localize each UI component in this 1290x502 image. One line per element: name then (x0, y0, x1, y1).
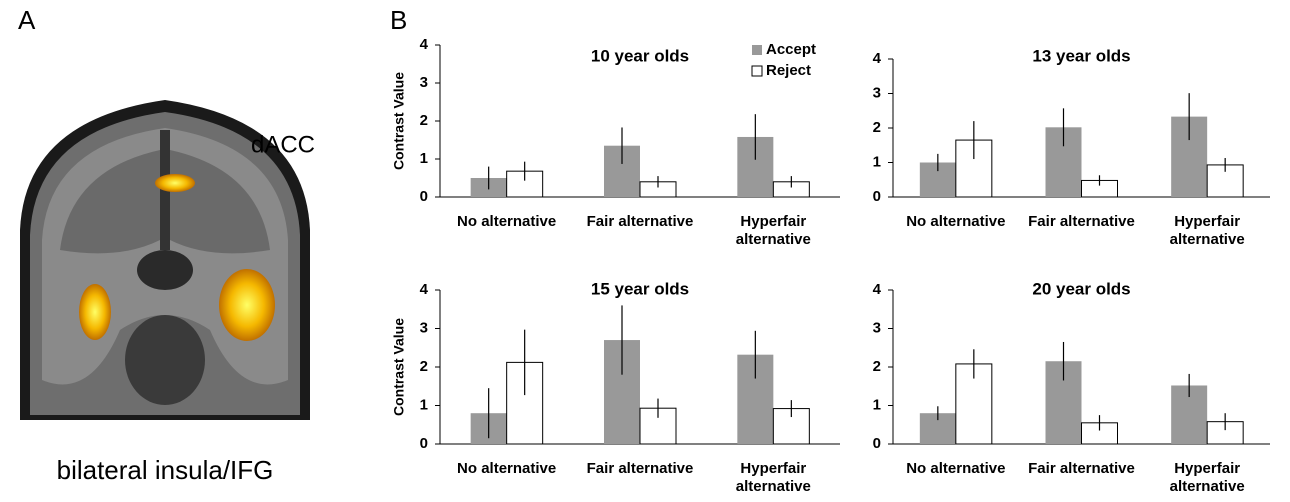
brain-label: dACC (251, 131, 315, 158)
brain-caption: bilateral insula/IFG (57, 455, 274, 485)
x-tick-label: No alternative (906, 213, 1006, 230)
y-axis-label: Contrast Value (391, 318, 407, 416)
x-tick-label: Hyperfair alternative (735, 213, 811, 248)
y-tick-label: 3 (873, 319, 881, 336)
chart-title: 15 year olds (591, 279, 689, 298)
x-tick-label: Fair alternative (586, 213, 694, 230)
y-tick-label: 1 (420, 150, 428, 167)
y-axis-label: Contrast Value (391, 72, 407, 170)
y-tick-label: 2 (873, 119, 881, 136)
y-tick-label: 3 (420, 319, 428, 336)
x-tick-label: No alternative (457, 213, 557, 230)
x-tick-label: Fair alternative (1028, 460, 1135, 477)
x-tick-label: Fair alternative (1028, 213, 1135, 230)
y-tick-label: 0 (420, 435, 428, 452)
y-tick-label: 2 (420, 358, 428, 375)
y-tick-label: 1 (873, 153, 881, 170)
x-tick-label: No alternative (906, 460, 1006, 477)
y-tick-label: 2 (873, 358, 881, 375)
chart-title: 13 year olds (1032, 46, 1130, 65)
y-tick-label: 0 (873, 435, 881, 452)
y-tick-label: 3 (420, 74, 428, 91)
x-tick-label: No alternative (457, 460, 557, 477)
y-tick-label: 0 (873, 188, 881, 205)
panel-letter: A (18, 5, 36, 35)
y-tick-label: 4 (873, 281, 882, 298)
bar (506, 170, 544, 198)
y-tick-label: 4 (873, 50, 882, 67)
y-tick-label: 4 (420, 281, 429, 298)
x-tick-label: Hyperfair alternative (1169, 213, 1245, 248)
chart-title: 20 year olds (1032, 279, 1130, 298)
x-tick-label: Hyperfair alternative (1169, 460, 1245, 495)
x-tick-label: Fair alternative (586, 460, 694, 477)
brain-image: dACC bilateral insula/IFG (10, 90, 320, 485)
x-tick-label: Hyperfair alternative (735, 460, 811, 495)
legend-swatch (752, 45, 762, 55)
y-tick-label: 2 (420, 112, 428, 129)
y-tick-label: 0 (420, 188, 428, 205)
chart-title: 10 year olds (591, 46, 689, 65)
legend-label: Accept (766, 41, 816, 58)
legend-swatch (751, 65, 763, 77)
y-tick-label: 3 (873, 84, 881, 101)
y-tick-label: 4 (420, 36, 429, 53)
y-tick-label: 1 (873, 396, 881, 413)
panel-letter: B (390, 5, 407, 35)
y-tick-label: 1 (420, 396, 428, 413)
legend-label: Reject (766, 62, 811, 79)
